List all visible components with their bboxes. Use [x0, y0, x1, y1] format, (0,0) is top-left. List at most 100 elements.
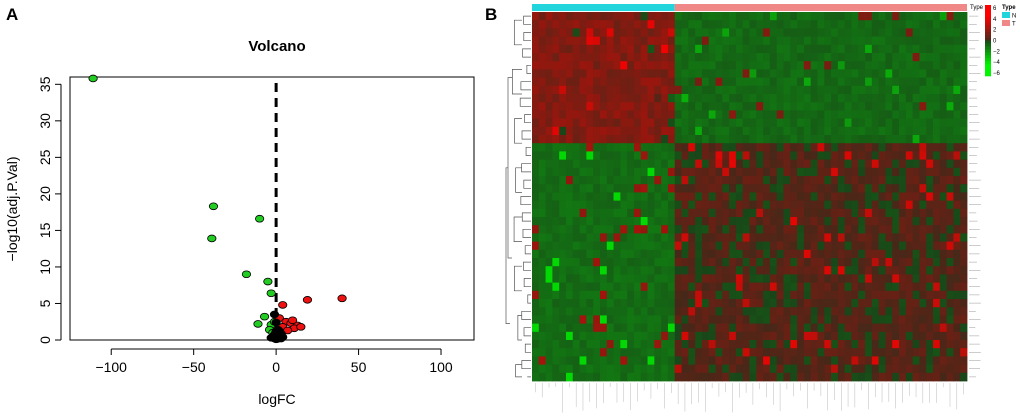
heatmap-cell	[661, 340, 669, 349]
heatmap-cell	[532, 118, 540, 128]
heatmap-cell	[599, 61, 608, 70]
heatmap-cell	[831, 151, 839, 160]
heatmap-cell	[545, 126, 553, 136]
heatmap-cell	[953, 233, 961, 242]
heatmap-cell	[627, 241, 635, 251]
heatmap-cell	[892, 94, 900, 103]
heatmap-cell	[905, 315, 914, 324]
heatmap-cell	[593, 348, 601, 357]
heatmap-cell	[885, 53, 893, 62]
heatmap-cell	[946, 102, 954, 111]
heatmap-cell	[606, 299, 614, 308]
heatmap-cell	[640, 77, 648, 87]
heatmap-cell	[776, 118, 784, 128]
heatmap-cell	[572, 348, 580, 357]
heatmap-cell	[654, 159, 662, 169]
heatmap-cell	[790, 28, 798, 37]
color-scale-step	[985, 40, 991, 44]
heatmap-cell	[926, 340, 934, 349]
heatmap-cell	[627, 348, 635, 357]
heatmap-cell	[735, 159, 744, 169]
heatmap-cell	[633, 151, 642, 160]
heatmap-cell	[559, 135, 567, 144]
heatmap-cell	[565, 36, 574, 46]
heatmap-cell	[763, 192, 771, 201]
heatmap-cell	[776, 102, 784, 111]
heatmap-cell	[763, 282, 771, 292]
heatmap-cell	[899, 348, 907, 357]
heatmap-cell	[756, 159, 764, 169]
heatmap-cell	[797, 331, 805, 341]
heatmap-cell	[946, 307, 954, 316]
heatmap-cell	[919, 356, 927, 365]
heatmap-cell	[674, 282, 682, 292]
heatmap-cell	[552, 12, 560, 21]
heatmap-cell	[892, 69, 900, 78]
heatmap-cell	[613, 44, 621, 54]
heatmap-cell	[810, 323, 818, 333]
heatmap-cell	[627, 290, 635, 300]
heatmap-cell	[572, 282, 580, 292]
heatmap-cell	[640, 258, 648, 267]
heatmap-cell	[851, 151, 859, 160]
heatmap-cell	[858, 208, 866, 218]
heatmap-cell	[912, 61, 920, 70]
heatmap-cell	[538, 315, 546, 324]
heatmap-cell	[620, 77, 628, 87]
heatmap-cell	[960, 143, 968, 152]
heatmap-cell	[797, 77, 805, 87]
heatmap-cell	[905, 356, 914, 365]
heatmap-cell	[858, 299, 866, 308]
heatmap-cell	[532, 94, 540, 103]
heatmap-cell	[790, 372, 798, 382]
heatmap-cell	[729, 258, 737, 267]
heatmap-cell	[960, 315, 968, 324]
heatmap-cell	[817, 176, 825, 185]
heatmap-cell	[572, 290, 580, 300]
heatmap-cell	[667, 233, 676, 242]
heatmap-cell	[695, 241, 703, 251]
heatmap-cell	[926, 290, 934, 300]
heatmap-cell	[953, 118, 961, 128]
heatmap-cell	[722, 233, 730, 242]
heatmap-cell	[797, 118, 805, 128]
heatmap-cell	[667, 151, 676, 160]
heatmap-cell	[565, 225, 574, 234]
heatmap-cell	[552, 258, 560, 267]
heatmap-cell	[667, 208, 676, 218]
heatmap-cell	[865, 299, 873, 308]
heatmap-cell	[776, 290, 784, 300]
heatmap-cell	[933, 315, 941, 324]
heatmap-cell	[831, 233, 839, 242]
heatmap-cell	[953, 274, 961, 283]
heatmap-cell	[701, 94, 710, 103]
heatmap-cell	[749, 110, 757, 119]
heatmap-cell	[817, 44, 825, 54]
heatmap-cell	[545, 249, 553, 259]
heatmap-cell	[926, 61, 934, 70]
heatmap-cell	[797, 167, 805, 177]
heatmap-cell	[844, 241, 852, 251]
heatmap-cell	[708, 61, 716, 70]
heatmap-cell	[565, 85, 574, 95]
legend-swatch-n	[1002, 12, 1010, 18]
heatmap-cell	[708, 102, 716, 111]
heatmap-cell	[953, 102, 961, 111]
heatmap-cell	[552, 249, 560, 259]
heatmap-cell	[756, 372, 764, 382]
heatmap-cell	[797, 307, 805, 316]
heatmap-cell	[545, 258, 553, 267]
heatmap-cell	[701, 151, 710, 160]
heatmap-cell	[851, 94, 859, 103]
heatmap-cell	[844, 126, 852, 136]
heatmap-cell	[933, 61, 941, 70]
heatmap-cell	[960, 77, 968, 87]
heatmap-cell	[926, 118, 934, 128]
heatmap-cell	[797, 340, 805, 349]
x-tick-label: 50	[351, 359, 367, 375]
heatmap-cell	[871, 176, 880, 185]
heatmap-cell	[593, 36, 601, 46]
heatmap-cell	[790, 217, 798, 226]
heatmap-cell	[559, 323, 567, 333]
heatmap-cell	[688, 94, 696, 103]
